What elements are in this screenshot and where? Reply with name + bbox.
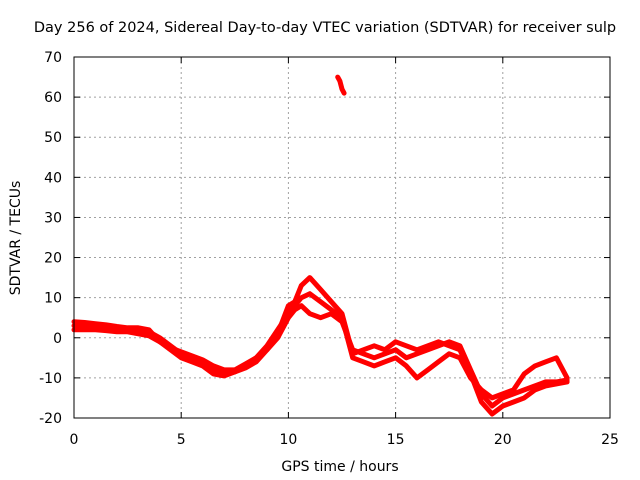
plot-frame (73, 56, 611, 419)
y-tick-label: 0 (53, 331, 62, 347)
x-tick-label: 25 (601, 432, 619, 448)
x-tick-label: 15 (387, 432, 405, 448)
y-tick-label: -10 (39, 371, 62, 387)
y-tick-label: 20 (44, 251, 62, 267)
series-track-1 (71, 303, 570, 409)
series-track-4 (335, 74, 347, 96)
y-tick-label: -20 (39, 411, 62, 427)
y-tick-label: 70 (44, 50, 62, 66)
x-tick-label: 20 (494, 432, 512, 448)
y-tick-label: 40 (44, 170, 62, 186)
y-tick-label: 50 (44, 130, 62, 146)
chart-title: Day 256 of 2024, Sidereal Day-to-day VTE… (34, 20, 616, 36)
x-tick-label: 5 (177, 432, 186, 448)
grid (74, 57, 610, 418)
y-axis-title: SDTVAR / TECUs (8, 181, 24, 296)
series-layer (71, 74, 570, 417)
x-tick-label: 10 (279, 432, 297, 448)
x-tick-label: 0 (70, 432, 79, 448)
y-tick-label: 10 (44, 291, 62, 307)
y-tick-label: 30 (44, 210, 62, 226)
y-tick-label: 60 (44, 90, 62, 106)
ticks: 0 5 10 15 20 25 -20 -10 0 10 20 30 40 50 60 70 (39, 50, 619, 448)
series-track-3 (71, 291, 570, 401)
x-axis-title: GPS time / hours (281, 459, 398, 475)
